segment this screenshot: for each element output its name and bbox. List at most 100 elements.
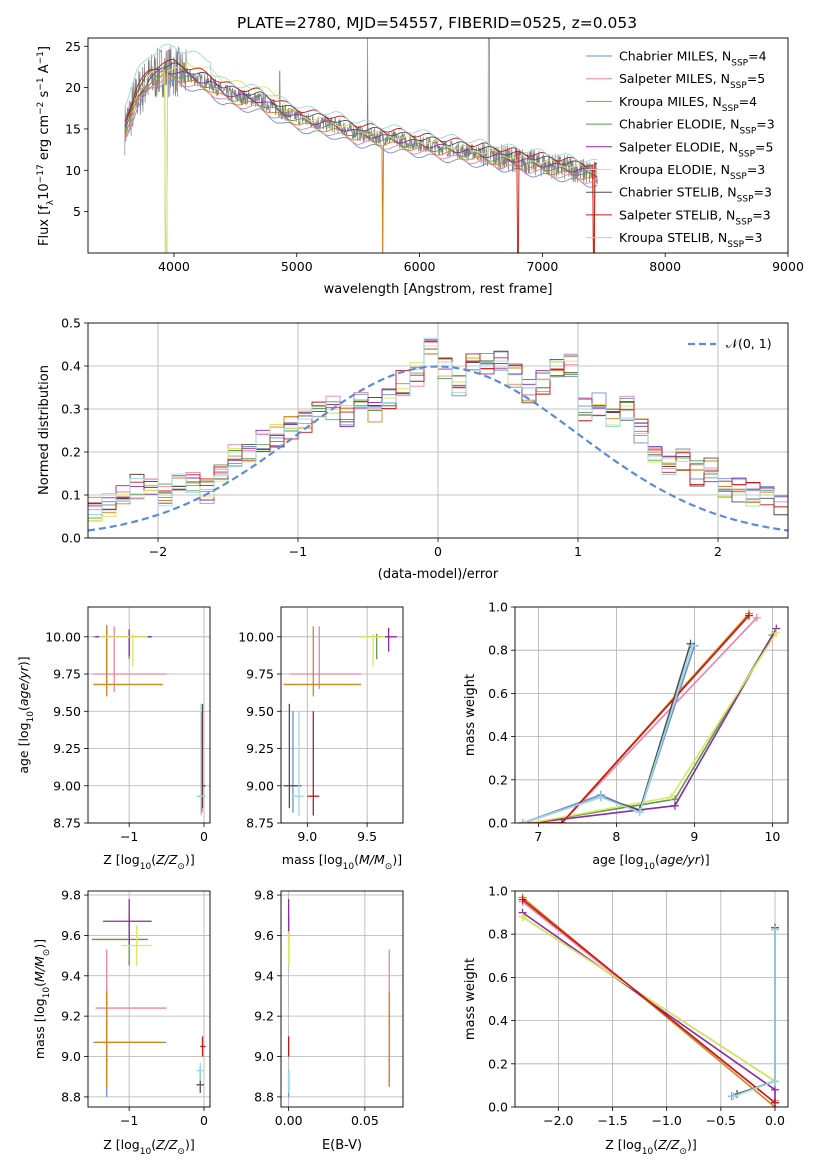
weight-marker bbox=[596, 793, 605, 802]
weight-marker bbox=[771, 1077, 779, 1086]
label-part: 10 bbox=[642, 1147, 654, 1157]
plot-area-mass-vs-EBV bbox=[281, 891, 403, 1107]
y-tick-label: 9.0 bbox=[254, 1049, 274, 1064]
x-tick-label: 9000 bbox=[772, 259, 804, 274]
label-part: −2 bbox=[36, 102, 46, 115]
y-tick-label: 10 bbox=[65, 163, 81, 178]
y-tick-label: 0.8 bbox=[488, 927, 508, 942]
errorbar-point-5 bbox=[121, 925, 152, 966]
label-part: )] bbox=[16, 656, 31, 666]
y-tick-label: 0.6 bbox=[488, 686, 508, 701]
x-axis-label: age [log10(age/yr)] bbox=[592, 852, 709, 872]
axes-frame bbox=[514, 606, 789, 824]
y-tick-label: 9.2 bbox=[61, 1009, 81, 1024]
x-axis-label: E(B-V) bbox=[322, 1138, 362, 1153]
x-tick-label: 4000 bbox=[158, 259, 190, 274]
model-spectrum-line-8 bbox=[124, 43, 598, 163]
errorbar-point-1 bbox=[289, 626, 362, 689]
y-tick-label: 9.4 bbox=[61, 968, 81, 983]
model-spectrum-line-6 bbox=[124, 62, 598, 171]
label-part: 10 bbox=[37, 183, 52, 200]
label-part: ( bbox=[151, 1137, 156, 1152]
label-part: )] bbox=[392, 852, 402, 867]
x-tick-label: −1 bbox=[289, 544, 307, 559]
label-part: ⊙ bbox=[177, 862, 185, 872]
axes-age-vs-mass: 9.0 9.5 8.75 9.00 9.25 9.50 9.75 10.00 mass [log… bbox=[238, 606, 404, 872]
label-part: =5 bbox=[755, 139, 773, 154]
label-part: SSP bbox=[727, 240, 744, 250]
x-tick-label: 9 bbox=[690, 829, 698, 844]
y-tick-label: 0.0 bbox=[488, 816, 508, 831]
x-tick-label: 0.0 bbox=[765, 1113, 785, 1128]
y-tick-label: 9.00 bbox=[53, 778, 81, 793]
errorbar-point-2 bbox=[95, 991, 163, 1087]
y-tick-label: 9.4 bbox=[254, 968, 274, 983]
gaussian-curve bbox=[88, 365, 788, 532]
label-part: Kroupa MILES, N bbox=[619, 94, 722, 109]
x-tick-label: 9.0 bbox=[297, 829, 317, 844]
label-part: =3 bbox=[744, 230, 762, 245]
y-tick-label: 9.25 bbox=[246, 741, 274, 756]
label-part: ( bbox=[354, 852, 359, 867]
x-tick-label: 2 bbox=[714, 544, 722, 559]
label-part: SSP bbox=[722, 104, 739, 114]
x-tick-label: −1 bbox=[120, 829, 138, 844]
label-part: mass [log bbox=[282, 852, 343, 867]
plot-area-weight-vs-age bbox=[515, 607, 788, 823]
label-part: Salpeter STELIB, N bbox=[619, 207, 735, 222]
x-tick-label: 1 bbox=[574, 544, 582, 559]
legend-label: Kroupa ELODIE, NSSP=3 bbox=[619, 162, 765, 182]
label-part: 10 bbox=[140, 1147, 152, 1157]
y-tick-label: 0.0 bbox=[61, 531, 81, 546]
legend-label: Kroupa MILES, NSSP=4 bbox=[619, 94, 757, 114]
label-part: ( bbox=[151, 852, 156, 867]
weight-line-8 bbox=[522, 645, 693, 823]
label-part: )] bbox=[700, 852, 710, 867]
label-part: Z [log bbox=[103, 1137, 139, 1152]
label-part: −1 bbox=[36, 51, 46, 64]
weight-marker bbox=[771, 1098, 779, 1107]
y-axis-label: Normed distribution bbox=[37, 365, 52, 495]
label-part: ( bbox=[16, 706, 31, 711]
label-part: 10 bbox=[26, 711, 36, 723]
errorbar-point-5 bbox=[99, 633, 148, 667]
x-axis-label: wavelength [Angstrom, rest frame] bbox=[324, 282, 553, 297]
legend-label: Salpeter STELIB, NSSP=3 bbox=[619, 207, 771, 227]
y-tick-label: 0.4 bbox=[61, 359, 81, 374]
y-tick-label: 10.00 bbox=[238, 629, 274, 644]
legend-label: Chabrier STELIB, NSSP=3 bbox=[619, 185, 772, 205]
y-tick-label: 9.8 bbox=[61, 888, 81, 903]
y-tick-label: 0.0 bbox=[488, 1100, 508, 1115]
y-tick-label: 0.8 bbox=[488, 643, 508, 658]
label-part: Z/Z bbox=[155, 1137, 178, 1152]
label-part: ⊙ bbox=[385, 862, 393, 872]
weight-marker bbox=[745, 611, 753, 620]
label-part: Kroupa ELODIE, N bbox=[619, 162, 730, 177]
x-tick-label: 0.00 bbox=[275, 1113, 303, 1128]
label-part: age/yr bbox=[16, 665, 31, 706]
axes-mass-vs-Z: −1 08.89.09.29.49.69.8Z [log10(Z/Z⊙)]mass… bbox=[32, 888, 211, 1157]
label-part: Salpeter ELODIE, N bbox=[619, 139, 738, 154]
axes-frame bbox=[87, 606, 211, 824]
x-tick-label: 8 bbox=[612, 829, 620, 844]
label-part: Z/Z bbox=[155, 852, 178, 867]
y-tick-label: 8.8 bbox=[254, 1089, 274, 1104]
axes-frame bbox=[514, 890, 789, 1108]
y-tick-label: 9.50 bbox=[53, 704, 81, 719]
plot-area-age-vs-Z bbox=[88, 607, 210, 823]
label-part: =5 bbox=[747, 71, 765, 86]
y-tick-label: 1.0 bbox=[488, 884, 508, 899]
axes-frame bbox=[87, 37, 789, 254]
y-tick-label: 10.00 bbox=[45, 629, 81, 644]
x-tick-label: 0 bbox=[200, 1113, 208, 1128]
errorbar-point-8 bbox=[291, 711, 304, 816]
y-tick-label: 0.4 bbox=[488, 729, 508, 744]
weight-line-5 bbox=[522, 916, 776, 1082]
weight-line-1 bbox=[522, 617, 758, 823]
x-tick-label: 6000 bbox=[404, 259, 436, 274]
x-tick-label: −1.0 bbox=[651, 1113, 681, 1128]
weight-marker bbox=[729, 1092, 738, 1101]
